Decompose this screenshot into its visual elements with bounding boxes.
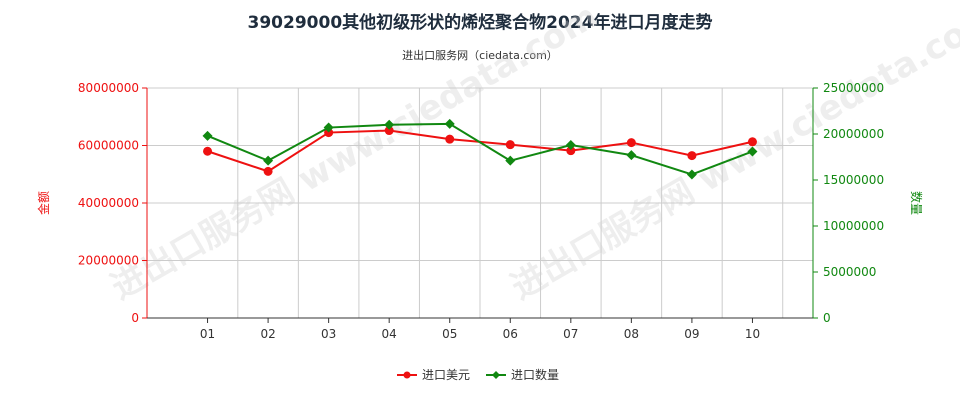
left-axis-title: 金额 xyxy=(36,191,51,215)
right-axis-title: 数量 xyxy=(909,191,924,215)
right-tick-label: 20000000 xyxy=(823,127,884,141)
right-tick-label: 10000000 xyxy=(823,219,884,233)
legend-marker xyxy=(492,371,500,379)
x-tick-label: 08 xyxy=(624,327,639,341)
left-axis-ticks: 0 20000000 40000000 60000000 80000000 xyxy=(78,81,147,325)
data-point-amount[interactable] xyxy=(263,166,273,176)
data-point-quantity[interactable] xyxy=(747,146,758,157)
right-tick-label: 25000000 xyxy=(823,81,884,95)
data-point-quantity[interactable] xyxy=(263,155,274,166)
series-line-quantity xyxy=(207,122,753,176)
x-tick-label: 07 xyxy=(563,327,578,341)
data-point-amount[interactable] xyxy=(384,126,394,136)
data-point-quantity[interactable] xyxy=(323,122,334,133)
left-tick-label: 80000000 xyxy=(78,81,139,95)
axis-titles: 金额 数量 xyxy=(36,191,924,215)
data-point-amount[interactable] xyxy=(566,146,576,156)
legend-item[interactable]: 进口美元 xyxy=(397,368,470,382)
data-point-quantity[interactable] xyxy=(384,119,395,130)
left-tick-label: 40000000 xyxy=(78,196,139,210)
data-point-amount[interactable] xyxy=(747,137,757,147)
legend-label: 进口数量 xyxy=(511,367,559,382)
x-tick-label: 01 xyxy=(200,327,215,341)
series-layer xyxy=(202,118,758,180)
x-tick-label: 02 xyxy=(260,327,275,341)
legend-label: 进口美元 xyxy=(422,368,470,382)
data-point-quantity[interactable] xyxy=(626,150,637,161)
data-point-quantity[interactable] xyxy=(505,155,516,166)
legend-item[interactable]: 进口数量 xyxy=(486,367,559,382)
data-point-amount[interactable] xyxy=(324,128,334,138)
chart-subtitle: 进出口服务网（ciedata.com） xyxy=(402,49,558,62)
data-point-quantity[interactable] xyxy=(565,140,576,151)
x-tick-label: 10 xyxy=(745,327,760,341)
x-tick-label: 09 xyxy=(684,327,699,341)
left-tick-label: 60000000 xyxy=(78,139,139,153)
legend-marker xyxy=(403,371,411,379)
data-point-amount[interactable] xyxy=(203,146,213,156)
gridlines xyxy=(147,87,813,318)
data-point-quantity[interactable] xyxy=(686,169,697,180)
left-tick-label: 0 xyxy=(131,311,139,325)
x-tick-label: 05 xyxy=(442,327,457,341)
data-point-amount[interactable] xyxy=(445,134,455,144)
data-point-amount[interactable] xyxy=(687,151,697,161)
data-point-quantity[interactable] xyxy=(202,130,213,141)
right-axis-ticks: 0 5000000 10000000 15000000 20000000 25000000 xyxy=(813,81,884,325)
legend[interactable]: 进口美元 进口数量 xyxy=(397,367,559,382)
data-point-amount[interactable] xyxy=(505,140,515,150)
data-point-quantity[interactable] xyxy=(444,118,455,129)
right-tick-label: 5000000 xyxy=(823,265,876,279)
chart-title: 39029000其他初级形状的烯烃聚合物2024年进口月度走势 xyxy=(247,13,713,33)
left-tick-label: 20000000 xyxy=(78,254,139,268)
data-point-amount[interactable] xyxy=(626,138,636,148)
x-tick-label: 04 xyxy=(382,327,397,341)
x-tick-label: 03 xyxy=(321,327,336,341)
x-axis-ticks: 01 02 03 04 05 06 07 08 09 10 xyxy=(200,318,760,341)
right-tick-label: 0 xyxy=(823,311,831,325)
x-tick-label: 06 xyxy=(503,327,518,341)
right-tick-label: 15000000 xyxy=(823,173,884,187)
